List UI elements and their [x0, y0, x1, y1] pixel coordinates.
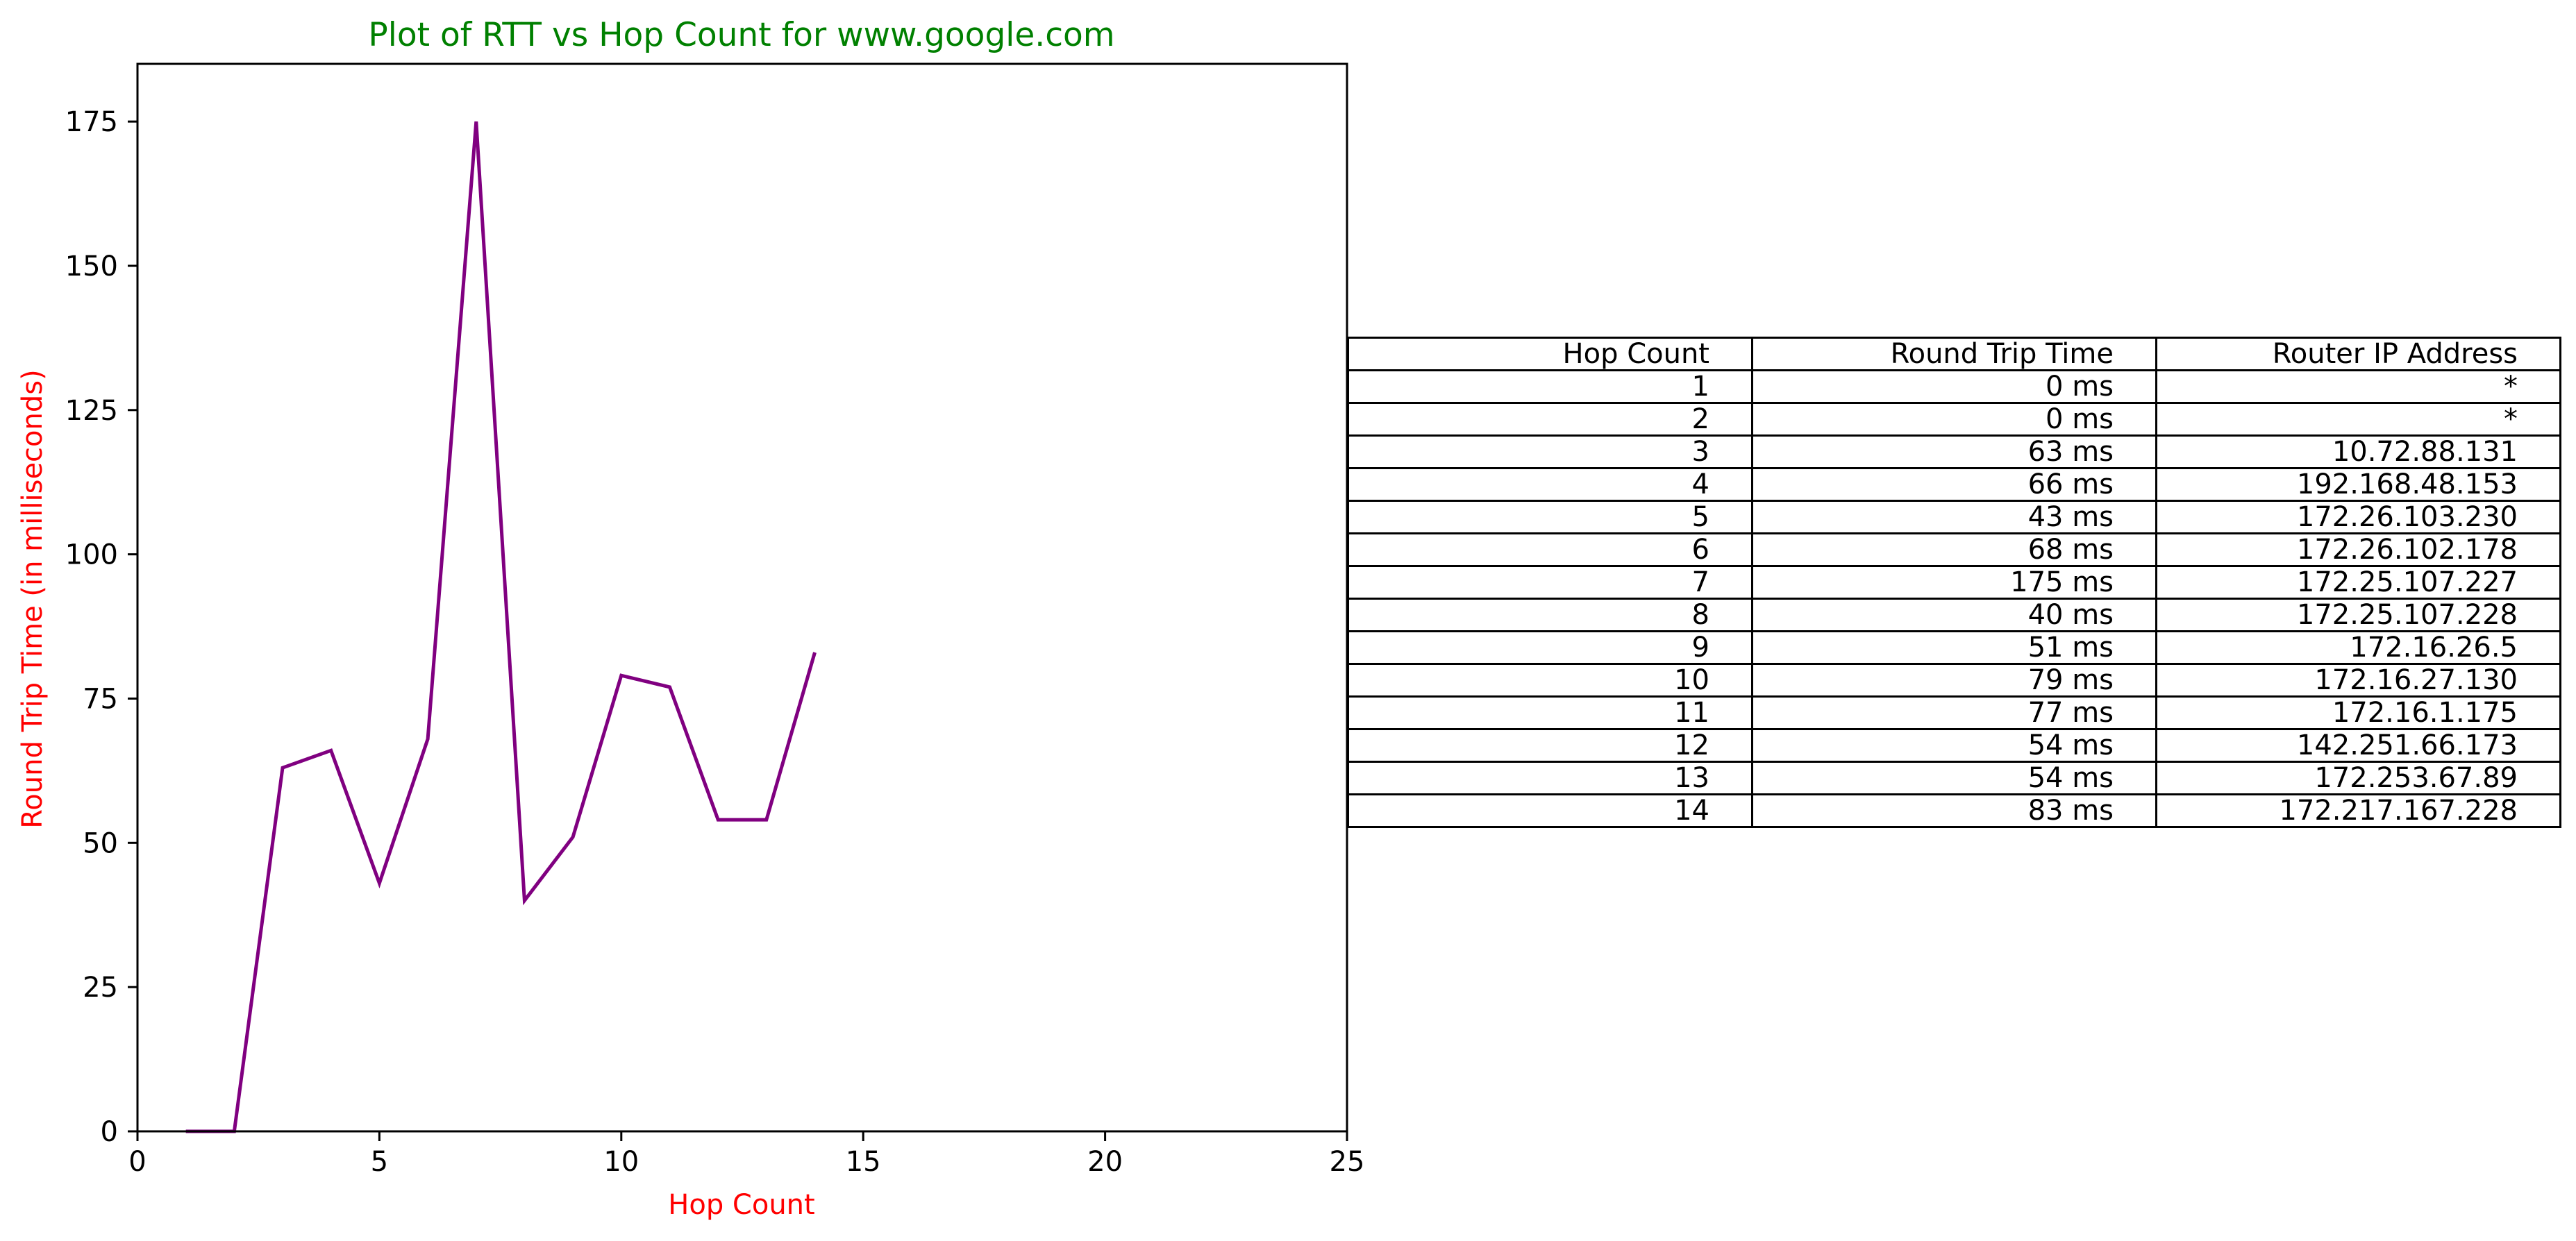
table-row: 11 77 ms 172.16.1.175	[1347, 695, 2561, 730]
cell-rtt: 175 ms	[1751, 565, 2157, 600]
header-rtt: Round Trip Time	[1751, 337, 2157, 371]
cell-router-ip: 172.26.103.230	[2155, 500, 2561, 534]
cell-rtt: 40 ms	[1751, 598, 2157, 632]
table-row: 14 83 ms 172.217.167.228	[1347, 793, 2561, 828]
cell-hop-count: 10	[1347, 663, 1753, 698]
table-header-row: Hop Count Round Trip Time Router IP Addr…	[1347, 337, 2561, 371]
x-tick-label: 20	[1087, 1146, 1123, 1178]
plot-area: 0 5 10 15 20 25 0 25 50 75 100 125 150 175	[65, 62, 1365, 1178]
table-row: 7 175 ms 172.25.107.227	[1347, 565, 2561, 600]
cell-rtt: 54 ms	[1751, 728, 2157, 763]
cell-hop-count: 11	[1347, 695, 1753, 730]
cell-router-ip: 172.26.102.178	[2155, 532, 2561, 567]
table-row: 13 54 ms 172.253.67.89	[1347, 761, 2561, 795]
cell-rtt: 0 ms	[1751, 369, 2157, 404]
table-row: 9 51 ms 172.16.26.5	[1347, 630, 2561, 665]
y-tick-label: 0	[101, 1116, 118, 1148]
x-tick-label: 5	[371, 1146, 388, 1178]
x-tick-label: 0	[128, 1146, 146, 1178]
y-tick-label: 175	[65, 106, 118, 138]
table-row: 5 43 ms 172.26.103.230	[1347, 500, 2561, 534]
x-tick-label: 15	[846, 1146, 881, 1178]
table-row: 8 40 ms 172.25.107.228	[1347, 598, 2561, 632]
y-tick-label: 100	[65, 539, 118, 571]
cell-router-ip: 172.217.167.228	[2155, 793, 2561, 828]
cell-hop-count: 13	[1347, 761, 1753, 795]
cell-router-ip: *	[2155, 369, 2561, 404]
plot-frame	[136, 62, 1348, 1133]
header-hop-count: Hop Count	[1347, 337, 1753, 371]
table-row: 3 63 ms 10.72.88.131	[1347, 434, 2561, 469]
cell-rtt: 43 ms	[1751, 500, 2157, 534]
table-row: 6 68 ms 172.26.102.178	[1347, 532, 2561, 567]
cell-router-ip: 172.16.1.175	[2155, 695, 2561, 730]
cell-hop-count: 12	[1347, 728, 1753, 763]
hop-table: Hop Count Round Trip Time Router IP Addr…	[1347, 337, 2561, 828]
cell-router-ip: 172.25.107.228	[2155, 598, 2561, 632]
chart-title: Plot of RTT vs Hop Count for www.google.…	[368, 16, 1114, 54]
cell-hop-count: 6	[1347, 532, 1753, 567]
cell-rtt: 51 ms	[1751, 630, 2157, 665]
cell-hop-count: 8	[1347, 598, 1753, 632]
cell-router-ip: 142.251.66.173	[2155, 728, 2561, 763]
cell-hop-count: 7	[1347, 565, 1753, 600]
cell-rtt: 68 ms	[1751, 532, 2157, 567]
x-tick-label: 10	[603, 1146, 639, 1178]
cell-hop-count: 2	[1347, 402, 1753, 437]
cell-hop-count: 4	[1347, 467, 1753, 502]
cell-router-ip: 172.16.26.5	[2155, 630, 2561, 665]
rtt-series-line	[185, 121, 817, 1133]
table-row: 12 54 ms 142.251.66.173	[1347, 728, 2561, 763]
cell-router-ip: *	[2155, 402, 2561, 437]
cell-rtt: 54 ms	[1751, 761, 2157, 795]
table-row: 10 79 ms 172.16.27.130	[1347, 663, 2561, 698]
cell-router-ip: 192.168.48.153	[2155, 467, 2561, 502]
cell-router-ip: 10.72.88.131	[2155, 434, 2561, 469]
cell-hop-count: 3	[1347, 434, 1753, 469]
y-tick-label: 75	[83, 683, 118, 715]
x-axis-label: Hop Count	[668, 1189, 814, 1221]
cell-router-ip: 172.25.107.227	[2155, 565, 2561, 600]
cell-hop-count: 9	[1347, 630, 1753, 665]
y-tick-label: 25	[83, 972, 118, 1004]
y-tick-label: 125	[65, 395, 118, 427]
cell-rtt: 66 ms	[1751, 467, 2157, 502]
cell-router-ip: 172.16.27.130	[2155, 663, 2561, 698]
cell-rtt: 79 ms	[1751, 663, 2157, 698]
x-tick-label: 25	[1330, 1146, 1365, 1178]
table-row: 4 66 ms 192.168.48.153	[1347, 467, 2561, 502]
y-axis-label: Round Trip Time (in milliseconds)	[17, 369, 49, 828]
cell-hop-count: 5	[1347, 500, 1753, 534]
cell-rtt: 83 ms	[1751, 793, 2157, 828]
cell-hop-count: 14	[1347, 793, 1753, 828]
cell-rtt: 77 ms	[1751, 695, 2157, 730]
y-tick-label: 50	[83, 827, 118, 859]
cell-router-ip: 172.253.67.89	[2155, 761, 2561, 795]
cell-rtt: 63 ms	[1751, 434, 2157, 469]
cell-rtt: 0 ms	[1751, 402, 2157, 437]
header-router-ip: Router IP Address	[2155, 337, 2561, 371]
y-tick-label: 150	[65, 251, 118, 282]
cell-hop-count: 1	[1347, 369, 1753, 404]
